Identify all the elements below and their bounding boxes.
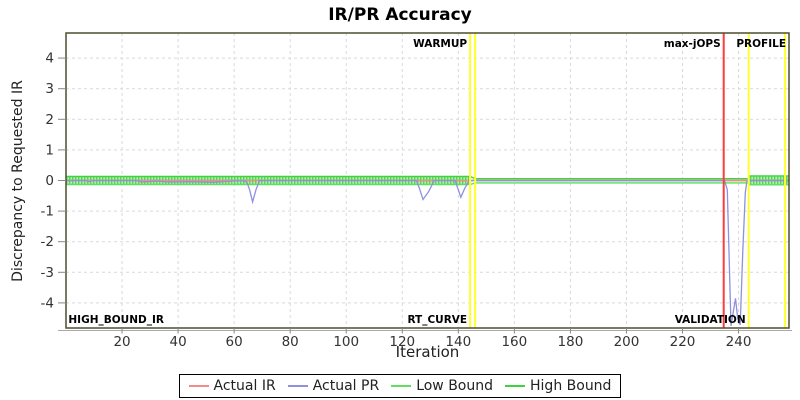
annotation-high-bound-ir: HIGH_BOUND_IR	[68, 314, 164, 326]
legend-label-high-bound: High Bound	[530, 378, 612, 394]
x-tick-label: 220	[670, 334, 696, 350]
y-tick-label: -4	[41, 295, 54, 311]
legend-label-actual-ir: Actual IR	[213, 378, 276, 394]
x-tick-label: 180	[558, 334, 584, 350]
high-bound-swatch-icon	[505, 385, 526, 387]
legend-item-actual-pr: Actual PR	[287, 378, 380, 394]
x-tick-label: 120	[389, 334, 415, 350]
annotation-rt-curve: RT_CURVE	[407, 314, 467, 326]
series-low-bound	[66, 182, 789, 186]
x-tick-label: 140	[445, 334, 471, 350]
low-bound-swatch-icon	[391, 385, 412, 387]
legend: Actual IR Actual PR Low Bound High Bound	[0, 374, 800, 398]
legend-item-low-bound: Low Bound	[391, 378, 493, 394]
y-tick-label: 1	[45, 142, 54, 158]
legend-item-high-bound: High Bound	[505, 378, 611, 394]
legend-box: Actual IR Actual PR Low Bound High Bound	[178, 374, 622, 398]
series-actual-pr	[66, 179, 789, 327]
y-tick-label: 3	[45, 81, 54, 97]
y-tick-label: -2	[41, 234, 54, 250]
legend-label-low-bound: Low Bound	[416, 378, 494, 394]
x-tick-label: 100	[333, 334, 359, 350]
x-tick-label: 60	[226, 334, 243, 350]
x-tick-label: 80	[282, 334, 299, 350]
actual-ir-swatch-icon	[188, 385, 209, 387]
y-tick-label: 2	[45, 112, 54, 128]
annotation-validation: VALIDATION	[675, 314, 746, 326]
x-tick-label: 160	[501, 334, 527, 350]
annotation-max-jops: max-jOPS	[664, 38, 721, 50]
annotation-warmup: WARMUP	[413, 38, 467, 50]
actual-pr-swatch-icon	[287, 385, 308, 387]
plot-area: 20 40 60 80 100 120 140 160 180 200 220 240-4-3-2-1…	[41, 32, 792, 350]
legend-label-actual-pr: Actual PR	[312, 378, 380, 394]
series-high-bound	[66, 175, 789, 180]
x-tick-label: 20	[113, 334, 130, 350]
x-tick-label: 200	[614, 334, 640, 350]
x-axis-label: Iteration	[395, 343, 460, 361]
annotation-profile: PROFILE	[736, 38, 786, 50]
x-tick-label: 240	[726, 334, 752, 350]
y-tick-label: -1	[41, 204, 54, 220]
x-tick-label: 40	[169, 334, 186, 350]
y-tick-label: -3	[41, 265, 54, 281]
legend-item-actual-ir: Actual IR	[188, 378, 276, 394]
chart-title: IR/PR Accuracy	[328, 5, 472, 25]
y-tick-label: 4	[45, 51, 54, 67]
y-tick-label: 0	[45, 173, 54, 189]
